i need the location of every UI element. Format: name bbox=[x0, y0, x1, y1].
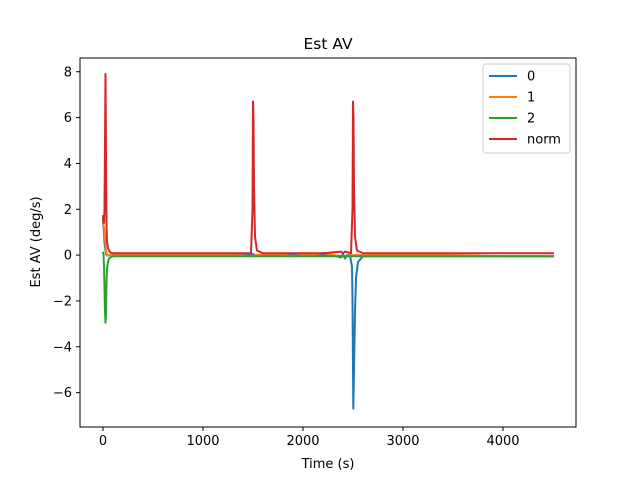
x-tick-label: 1000 bbox=[186, 434, 219, 449]
x-tick-label: 3000 bbox=[386, 434, 419, 449]
plot-frame bbox=[79, 57, 577, 428]
series-line-1 bbox=[101, 221, 554, 258]
legend-box bbox=[482, 63, 571, 154]
y-tick-label: −4 bbox=[53, 340, 72, 355]
y-axis: −6 −4 −2 0 2 4 6 8 bbox=[53, 65, 80, 401]
x-tick-label: 0 bbox=[99, 434, 107, 449]
y-tick-label: 2 bbox=[64, 203, 72, 218]
chart-title: Est AV bbox=[303, 35, 352, 53]
x-axis-label: Time (s) bbox=[301, 457, 355, 472]
series-line-3 bbox=[101, 73, 554, 255]
legend-label-2: 2 bbox=[527, 112, 535, 127]
y-tick-label: −6 bbox=[53, 386, 72, 401]
y-tick-label: 4 bbox=[64, 157, 72, 172]
x-tick-label: 2000 bbox=[286, 434, 319, 449]
legend: 0 1 2 norm bbox=[482, 63, 571, 154]
y-tick-label: 6 bbox=[64, 111, 72, 126]
x-tick-label: 4000 bbox=[486, 434, 519, 449]
series-line-2 bbox=[101, 251, 554, 324]
x-axis: 0 1000 2000 3000 4000 bbox=[99, 427, 520, 449]
legend-label-1: 1 bbox=[527, 91, 535, 106]
y-tick-label: 8 bbox=[64, 65, 72, 80]
plot-lines bbox=[101, 73, 554, 410]
legend-label-0: 0 bbox=[527, 70, 535, 85]
legend-label-3: norm bbox=[527, 133, 561, 148]
y-tick-label: 0 bbox=[64, 249, 72, 264]
y-axis-label: Est AV (deg/s) bbox=[29, 196, 44, 287]
y-tick-label: −2 bbox=[53, 294, 72, 309]
